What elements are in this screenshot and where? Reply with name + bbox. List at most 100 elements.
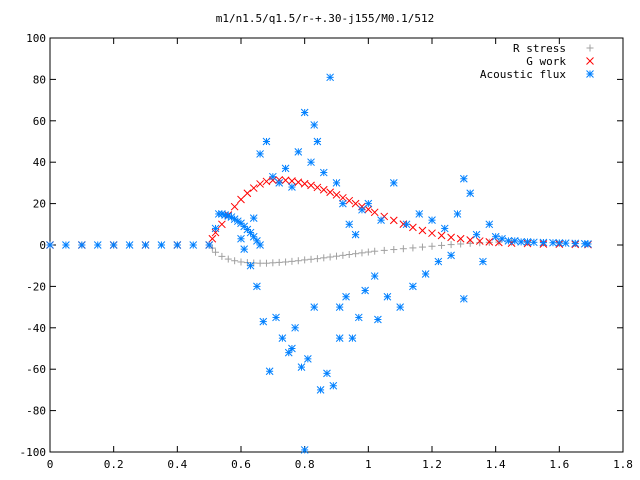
data-point bbox=[485, 220, 494, 229]
y-tick-label: 0 bbox=[39, 239, 46, 252]
data-point bbox=[253, 237, 261, 245]
data-point bbox=[339, 199, 347, 208]
data-point bbox=[268, 172, 277, 181]
data-point bbox=[342, 292, 350, 301]
data-point bbox=[335, 303, 344, 311]
data-point bbox=[310, 121, 319, 129]
data-point bbox=[313, 255, 321, 263]
axes: -100 -80 -60 -40 -20 0 20 40 60 80 100 0 0.2 0.4 0.6 0.… bbox=[20, 32, 633, 471]
data-point bbox=[326, 73, 334, 82]
y-tick-label: 100 bbox=[26, 32, 46, 45]
data-point bbox=[77, 241, 86, 249]
data-point bbox=[402, 220, 411, 229]
data-point bbox=[326, 253, 334, 261]
data-point bbox=[351, 230, 360, 239]
data-point bbox=[208, 234, 217, 243]
data-point bbox=[294, 178, 303, 187]
data-point bbox=[504, 237, 513, 245]
x-tick-label: 1.2 bbox=[422, 458, 442, 471]
data-point bbox=[62, 241, 70, 249]
y-tick-label: -60 bbox=[26, 363, 46, 376]
data-point bbox=[211, 224, 220, 233]
y-tick-label: 40 bbox=[33, 156, 46, 169]
data-point bbox=[109, 241, 118, 249]
data-point bbox=[320, 254, 328, 262]
data-point bbox=[389, 216, 398, 225]
data-point bbox=[301, 256, 309, 264]
y-tick-label: 20 bbox=[33, 198, 46, 211]
data-point bbox=[262, 137, 271, 146]
x-tick-label: 1.8 bbox=[613, 458, 633, 471]
data-point bbox=[316, 386, 325, 394]
data-point bbox=[157, 241, 166, 249]
chart-title: m1/n1.5/q1.5/r-+.30-j155/M0.1/512 bbox=[216, 12, 435, 25]
data-point bbox=[313, 183, 322, 192]
series-g-work bbox=[46, 175, 592, 249]
data-point bbox=[364, 205, 373, 214]
data-point bbox=[205, 241, 214, 249]
data-point bbox=[364, 248, 372, 256]
data-point bbox=[240, 245, 249, 253]
y-tick-label: -20 bbox=[26, 280, 46, 293]
data-point bbox=[268, 176, 277, 185]
x-tick-label: 0.2 bbox=[104, 458, 124, 471]
data-point bbox=[246, 261, 255, 270]
data-point bbox=[141, 241, 150, 249]
data-point bbox=[371, 247, 379, 255]
x-tick-label: 0.4 bbox=[167, 458, 187, 471]
data-point bbox=[269, 259, 277, 267]
data-point bbox=[409, 282, 417, 291]
data-point bbox=[345, 220, 354, 229]
data-point bbox=[466, 236, 475, 244]
data-point bbox=[212, 248, 220, 256]
data-point bbox=[319, 168, 328, 177]
data-point bbox=[243, 189, 252, 198]
data-point bbox=[389, 179, 398, 187]
legend-marker bbox=[586, 44, 594, 52]
data-point bbox=[409, 244, 417, 252]
data-point bbox=[323, 369, 331, 378]
data-point bbox=[278, 334, 287, 343]
data-point bbox=[313, 137, 322, 146]
data-point bbox=[332, 191, 341, 199]
data-point bbox=[475, 237, 484, 245]
data-point bbox=[523, 238, 532, 246]
data-point bbox=[377, 216, 385, 225]
data-point bbox=[345, 196, 354, 205]
data-point bbox=[249, 232, 258, 241]
data-point bbox=[453, 210, 462, 218]
data-point bbox=[380, 246, 388, 254]
data-point bbox=[571, 239, 580, 248]
x-tick-label: 1 bbox=[365, 458, 372, 471]
data-point bbox=[189, 241, 198, 249]
data-point bbox=[517, 238, 525, 246]
data-point bbox=[539, 238, 548, 247]
legend-label: G work bbox=[526, 55, 566, 68]
data-point bbox=[218, 252, 226, 260]
data-point bbox=[352, 250, 360, 258]
data-point bbox=[510, 237, 519, 245]
data-point bbox=[281, 164, 290, 173]
data-point bbox=[230, 202, 239, 211]
y-tick-label: -40 bbox=[26, 322, 46, 335]
y-tick-label: 60 bbox=[33, 115, 46, 128]
x-tick-label: 0.8 bbox=[295, 458, 315, 471]
data-point bbox=[125, 241, 134, 249]
data-point bbox=[224, 255, 232, 263]
data-point bbox=[275, 258, 283, 266]
data-point bbox=[300, 446, 309, 454]
data-point bbox=[310, 303, 319, 311]
data-point bbox=[291, 323, 299, 332]
legend-label: R stress bbox=[513, 42, 566, 55]
data-point bbox=[294, 147, 303, 156]
data-point bbox=[457, 240, 465, 248]
data-point bbox=[272, 313, 280, 322]
data-point bbox=[440, 224, 449, 233]
data-point bbox=[284, 348, 293, 357]
data-point bbox=[307, 181, 315, 190]
data-point bbox=[447, 233, 455, 242]
data-point bbox=[370, 208, 379, 217]
legend-label: Acoustic flux bbox=[480, 68, 566, 81]
data-point bbox=[339, 251, 347, 259]
